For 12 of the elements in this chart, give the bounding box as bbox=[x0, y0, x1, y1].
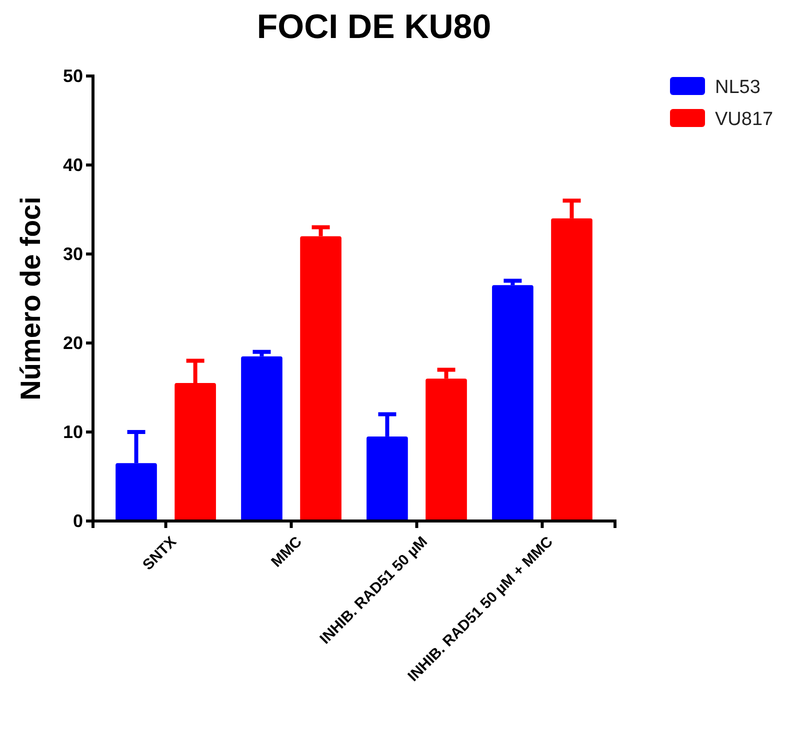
y-tick-label: 20 bbox=[62, 332, 83, 353]
chart-title: FOCI DE KU80 bbox=[256, 8, 492, 46]
y-axis-title: Número de foci bbox=[15, 196, 46, 400]
bar bbox=[241, 356, 282, 521]
y-tick-label: 50 bbox=[62, 66, 83, 86]
y-tick-label: 0 bbox=[72, 510, 83, 531]
y-tick-label: 40 bbox=[62, 154, 83, 175]
bar bbox=[492, 285, 534, 521]
legend-label: NL53 bbox=[715, 77, 760, 98]
y-tick-label: 10 bbox=[62, 422, 83, 442]
y-tick-label: 30 bbox=[62, 244, 83, 264]
legend-label: VU817 bbox=[715, 109, 774, 130]
